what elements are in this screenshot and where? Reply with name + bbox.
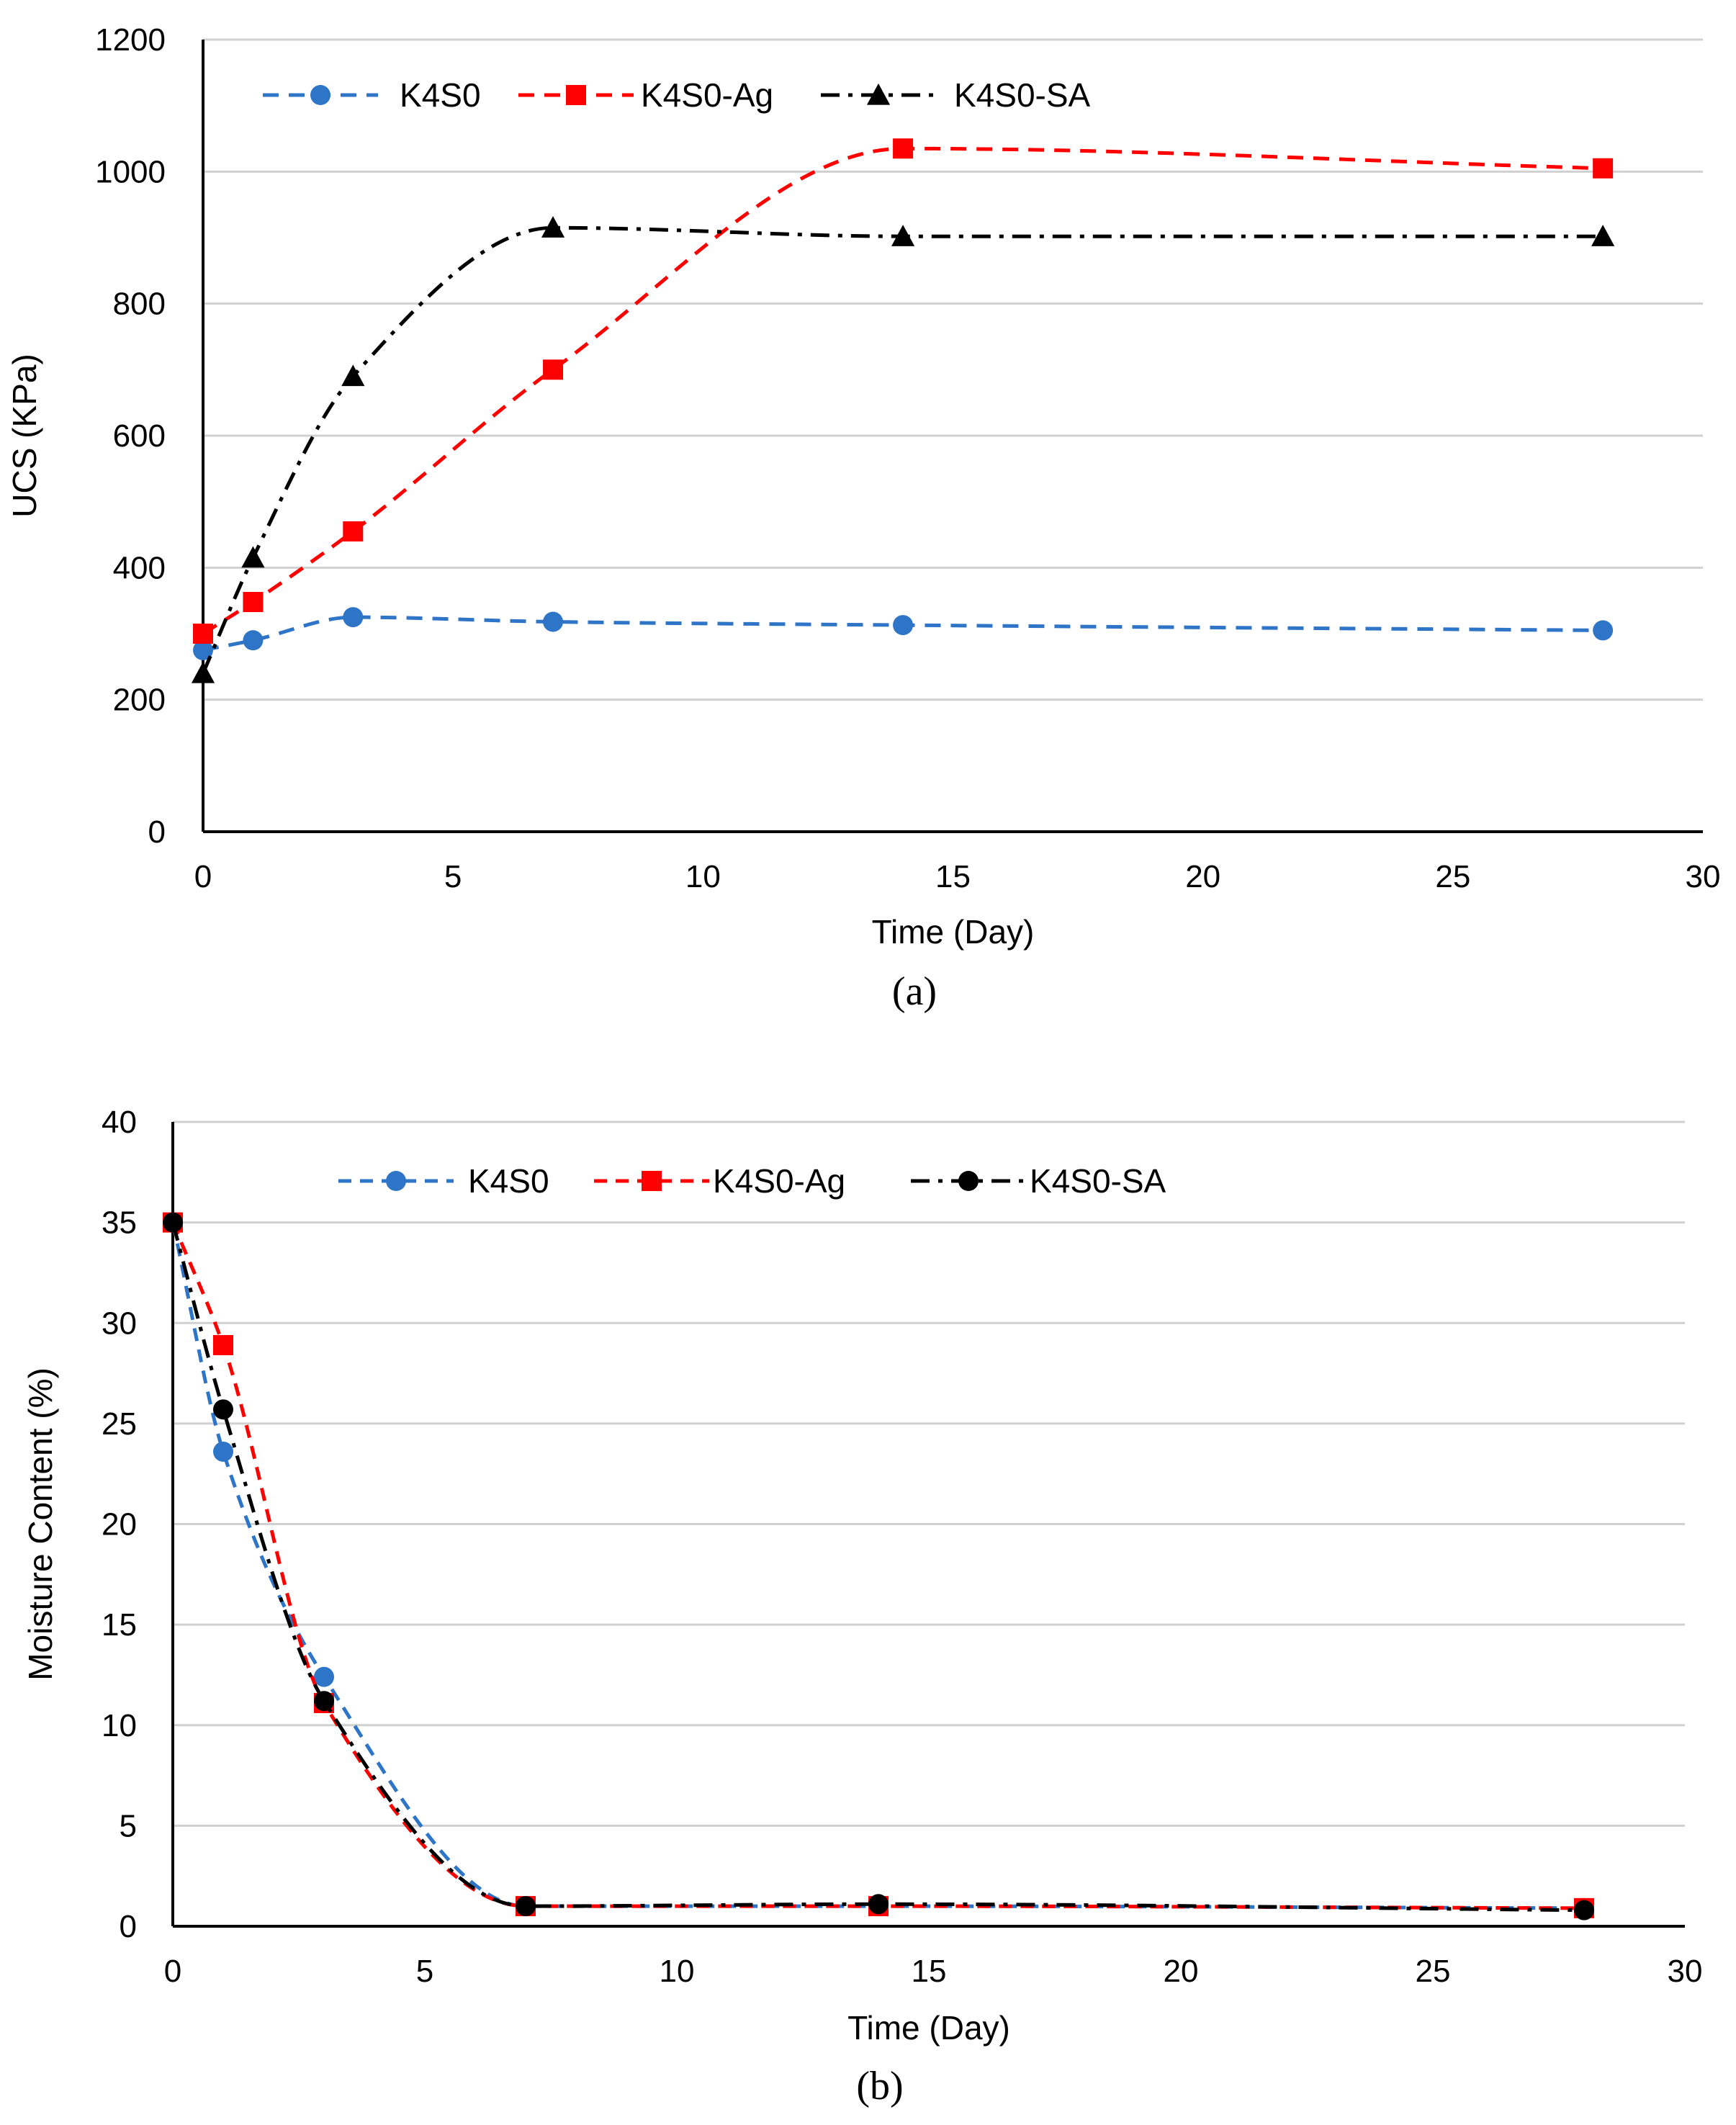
data-point [241, 546, 265, 568]
legend-label: K4S0-Ag [641, 76, 773, 114]
x-axis-title: Time (Day) [847, 2009, 1010, 2047]
x-tick-label: 20 [1164, 1954, 1199, 1989]
legend-label: K4S0-SA [1030, 1162, 1166, 1200]
data-point [1591, 225, 1615, 246]
data-point [341, 364, 365, 387]
data-point [891, 225, 915, 246]
data-point [1593, 620, 1614, 641]
data-point [213, 1334, 233, 1355]
series-k4s0-sa [163, 1212, 1594, 1920]
y-tick-label: 1000 [95, 154, 166, 189]
y-tick-label: 30 [102, 1306, 137, 1341]
legend-entry: K4S0 [263, 76, 481, 114]
legend-label: K4S0-SA [954, 76, 1091, 114]
y-tick-label: 1200 [95, 22, 166, 58]
y-tick-label: 0 [148, 814, 166, 850]
legend-marker [310, 85, 330, 105]
series-k4s0 [163, 1212, 1594, 1918]
y-tick-label: 20 [102, 1507, 137, 1542]
series-line [201, 225, 1604, 674]
data-point [193, 624, 213, 644]
y-tick-label: 15 [102, 1607, 137, 1643]
legend-marker [566, 85, 586, 105]
legend-label: K4S0 [468, 1162, 549, 1200]
data-point [543, 359, 564, 380]
y-tick-label: 0 [120, 1909, 137, 1944]
legend-label: K4S0-Ag [713, 1162, 845, 1200]
data-point [343, 521, 364, 542]
chart-a-caption: (a) [892, 969, 937, 1014]
x-tick-label: 30 [1668, 1954, 1703, 1989]
y-tick-label: 25 [102, 1406, 137, 1442]
y-tick-label: 40 [102, 1105, 137, 1140]
legend-marker [642, 1171, 662, 1191]
series-line [171, 1221, 1585, 1913]
x-tick-label: 10 [685, 859, 721, 894]
data-point [543, 611, 564, 632]
series-k4s0-ag [193, 138, 1614, 644]
x-tick-label: 25 [1435, 859, 1470, 894]
x-tick-label: 5 [416, 1954, 433, 1989]
data-point [516, 1896, 536, 1917]
data-point [191, 661, 215, 683]
x-tick-label: 10 [660, 1954, 695, 1989]
series-line [171, 1222, 1585, 1910]
series-k4s0 [193, 607, 1614, 660]
data-point [213, 1399, 233, 1420]
x-tick-label: 20 [1185, 859, 1220, 894]
x-axis-title: Time (Day) [872, 913, 1035, 951]
legend-entry: K4S0-SA [911, 1162, 1166, 1200]
series-line [202, 615, 1604, 652]
x-tick-label: 0 [164, 1954, 181, 1989]
y-tick-label: 800 [113, 287, 166, 322]
x-tick-label: 30 [1686, 859, 1721, 894]
series-line [171, 1221, 1585, 1910]
x-tick-label: 15 [912, 1954, 947, 1989]
data-point [314, 1666, 334, 1687]
x-tick-label: 0 [194, 859, 212, 894]
y-tick-label: 200 [113, 683, 166, 718]
data-point [868, 1894, 889, 1915]
chart-b-moisture: 0 5 10 15 20 25 30 35 40 0 5 10 15 20 25 30 Time (Day) Mo… [22, 1105, 1702, 2047]
legend-label: K4S0 [400, 76, 481, 114]
legend-entry: K4S0-Ag [594, 1162, 845, 1200]
series-k4s0-ag [163, 1212, 1594, 1918]
series-line [202, 146, 1604, 636]
data-point [1574, 1900, 1594, 1920]
legend-entry: K4S0-SA [821, 76, 1091, 114]
data-point [1593, 158, 1614, 179]
y-tick-label: 600 [113, 418, 166, 454]
data-point [343, 607, 364, 628]
x-tick-label: 15 [935, 859, 971, 894]
data-point [163, 1212, 183, 1233]
y-tick-label: 10 [102, 1708, 137, 1743]
legend-entry: K4S0-Ag [518, 76, 773, 114]
legend-marker [866, 83, 891, 105]
y-axis-title: Moisture Content (%) [22, 1367, 59, 1681]
data-point [243, 592, 264, 612]
data-point [314, 1691, 334, 1712]
data-point [243, 630, 264, 651]
x-tick-label: 25 [1416, 1954, 1451, 1989]
data-point [541, 216, 565, 238]
y-tick-label: 5 [120, 1808, 137, 1843]
data-point [893, 615, 914, 636]
y-axis-title: UCS (KPa) [6, 354, 43, 517]
legend-marker [958, 1171, 979, 1191]
series-k4s0-sa [191, 216, 1615, 683]
y-tick-label: 35 [102, 1205, 137, 1241]
x-tick-label: 5 [444, 859, 462, 894]
data-point [893, 138, 914, 159]
chart-a-ucs: 0 200 400 600 800 1000 1200 0 5 10 15 20 25 30 Time (D… [6, 22, 1720, 951]
chart-b-caption: (b) [856, 2064, 903, 2108]
y-tick-label: 400 [113, 550, 166, 585]
legend-marker [386, 1171, 406, 1191]
legend-entry: K4S0 [338, 1162, 549, 1200]
data-point [213, 1441, 233, 1462]
data-point [193, 639, 213, 660]
